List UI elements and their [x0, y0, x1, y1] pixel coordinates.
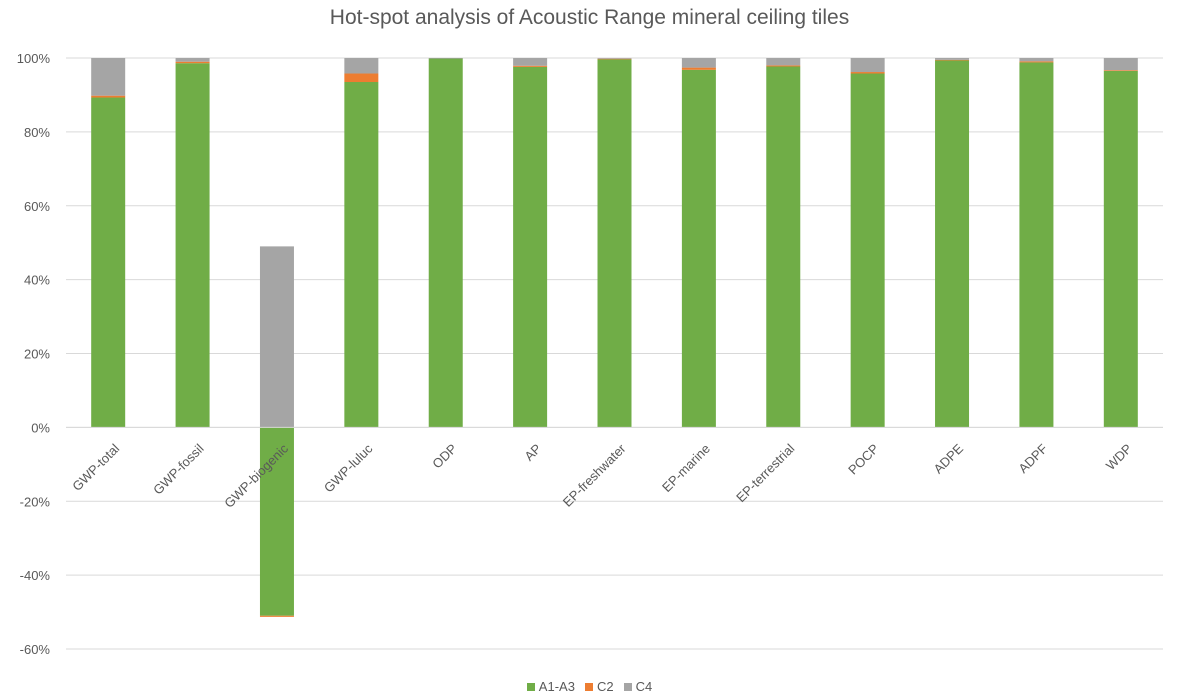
bar-c2-ep-terrestrial: [766, 65, 801, 67]
y-tick-label: 20%: [24, 347, 50, 362]
bar-c2-wdp: [1103, 70, 1138, 71]
y-tick-label: 80%: [24, 125, 50, 140]
bar-c4-ep-marine: [681, 58, 716, 68]
bar-c2-gwp-fossil: [175, 61, 210, 64]
legend-entry: C2: [584, 679, 614, 694]
bar-c2-ep-marine: [681, 67, 716, 70]
x-tick-label: ADPE: [931, 441, 967, 477]
x-tick-label: GWP-fossil: [150, 441, 207, 498]
y-axis: 100% 80% 60% 40% 20% 0% -20% -40% -60%: [17, 51, 51, 657]
y-tick-label: 100%: [17, 51, 51, 66]
bar-a1-a3-adpf: [1019, 62, 1054, 428]
bar-c4-pocp: [850, 58, 885, 73]
bar-c2-adpf: [1019, 61, 1054, 63]
x-tick-label: ODP: [429, 441, 460, 472]
legend: A1-A3 C2 C4: [0, 679, 1179, 694]
bar-c4-ep-terrestrial: [766, 58, 801, 66]
bar-c2-adpe: [935, 59, 970, 61]
bar-c4-adpf: [1019, 58, 1054, 62]
bar-c4-wdp: [1103, 58, 1138, 71]
x-tick-label: EP-marine: [659, 441, 713, 495]
bar-a1-a3-adpe: [935, 60, 970, 428]
bar-c4-ap: [513, 58, 548, 66]
x-tick-label: GWP-luluc: [321, 441, 376, 496]
bar-c2-gwp-total: [91, 95, 126, 98]
legend-label: C2: [596, 679, 614, 694]
y-tick-label: 60%: [24, 199, 50, 214]
bar-a1-a3-ep-freshwater: [597, 59, 632, 428]
bar-a1-a3-gwp-biogenic: [259, 427, 294, 616]
y-tick-label: 40%: [24, 273, 50, 288]
chart-title: Hot-spot analysis of Acoustic Range mine…: [329, 6, 850, 29]
legend-swatch: [584, 682, 593, 691]
legend-label: C4: [635, 679, 653, 694]
x-tick-label: GWP-total: [69, 441, 122, 494]
bar-c4-gwp-fossil: [175, 58, 210, 62]
x-tick-label: ADPF: [1015, 441, 1050, 476]
bar-c4-ep-freshwater: [597, 58, 632, 59]
bar-c2-ap: [513, 65, 548, 67]
bar-a1-a3-ep-marine: [681, 69, 716, 428]
bar-c2-gwp-luluc: [344, 73, 379, 83]
x-tick-label: EP-freshwater: [560, 440, 629, 509]
legend-entry: C4: [623, 679, 653, 694]
bar-c2-gwp-biogenic: [259, 615, 294, 617]
bar-a1-a3-ap: [513, 66, 548, 428]
bar-a1-a3-gwp-luluc: [344, 82, 379, 428]
y-tick-label: -60%: [20, 642, 51, 657]
legend-swatch: [623, 682, 632, 691]
legend-label: A1-A3: [538, 679, 575, 694]
bar-a1-a3-ep-terrestrial: [766, 66, 801, 428]
x-tick-label: AP: [521, 441, 544, 464]
bars: [66, 58, 1163, 617]
bar-c2-pocp: [850, 72, 885, 74]
y-tick-label: -20%: [20, 494, 51, 509]
bar-a1-a3-odp: [428, 58, 463, 428]
bar-c2-ep-freshwater: [597, 58, 632, 60]
x-tick-label: EP-terrestrial: [733, 441, 797, 505]
x-tick-label: WDP: [1103, 441, 1135, 473]
bar-a1-a3-pocp: [850, 73, 885, 428]
legend-swatch: [526, 682, 535, 691]
bar-c4-adpe: [935, 58, 970, 60]
bar-c4-gwp-luluc: [344, 58, 379, 74]
x-tick-label: POCP: [845, 441, 882, 478]
bar-c4-gwp-biogenic: [259, 246, 294, 428]
bar-a1-a3-gwp-total: [91, 97, 126, 428]
y-tick-label: 0%: [31, 420, 50, 435]
x-axis: GWP-total GWP-fossil GWP-biogenic GWP-luluc…: [69, 440, 1135, 510]
bar-a1-a3-wdp: [1103, 70, 1138, 428]
bar-c4-odp: [428, 58, 463, 59]
y-tick-label: -40%: [20, 568, 51, 583]
bar-c4-gwp-total: [91, 58, 126, 96]
bar-a1-a3-gwp-fossil: [175, 63, 210, 428]
legend-entry: A1-A3: [526, 679, 575, 694]
